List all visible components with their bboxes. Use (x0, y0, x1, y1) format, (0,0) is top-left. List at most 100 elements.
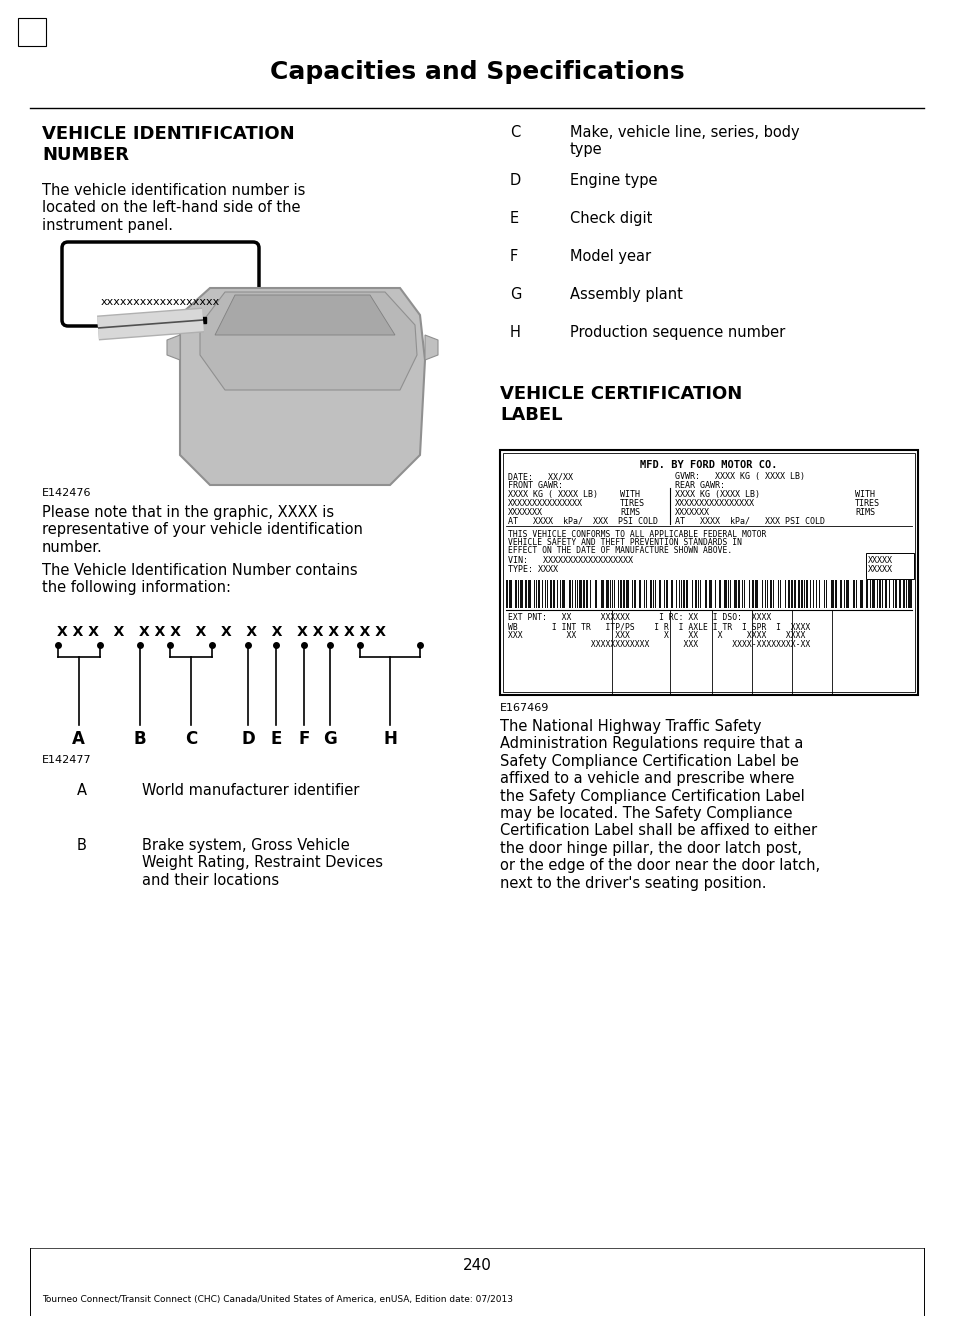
Bar (697, 579, 698, 607)
Bar (654, 579, 655, 607)
Text: F: F (510, 249, 517, 264)
Bar (526, 579, 527, 607)
Bar (700, 579, 704, 607)
Text: TIRES: TIRES (619, 498, 644, 508)
Bar (896, 579, 898, 607)
Bar (848, 579, 852, 607)
Bar (656, 579, 659, 607)
Text: E: E (510, 211, 518, 226)
Bar (584, 579, 585, 607)
Bar (646, 579, 649, 607)
Text: VEHICLE CERTIFICATION
LABEL: VEHICLE CERTIFICATION LABEL (499, 385, 741, 424)
Bar (789, 579, 790, 607)
Bar (531, 579, 534, 607)
Bar (804, 579, 805, 607)
Bar (581, 579, 582, 607)
Text: F: F (298, 730, 310, 748)
Bar (522, 579, 524, 607)
Bar (677, 579, 679, 607)
Text: G: G (323, 730, 336, 748)
Bar (730, 579, 733, 607)
Text: H: H (510, 326, 520, 340)
Polygon shape (200, 292, 416, 389)
Bar (636, 579, 639, 607)
Bar (545, 579, 546, 607)
Bar (841, 579, 843, 607)
Text: The vehicle identification number is
located on the left-hand side of the
instru: The vehicle identification number is loc… (42, 183, 305, 233)
Text: AT   XXXX  kPa/   XXX PSI COLD: AT XXXX kPa/ XXX PSI COLD (675, 517, 824, 526)
Text: XXXX KG ( XXXX LB): XXXX KG ( XXXX LB) (507, 490, 598, 498)
Text: EXT PNT:   XX      XXXXXX      I RC: XX   I DSO:  XXXX: EXT PNT: XX XXXXXX I RC: XX I DSO: XXXX (507, 613, 770, 622)
Bar (597, 579, 600, 607)
Text: XXXXXXXXXXXXXXXX: XXXXXXXXXXXXXXXX (675, 498, 754, 508)
Bar (576, 579, 577, 607)
Bar (867, 579, 869, 607)
Bar (571, 579, 572, 607)
Text: MFD. BY FORD MOTOR CO.: MFD. BY FORD MOTOR CO. (639, 460, 777, 470)
Text: The Vehicle Identification Number contains
the following information:: The Vehicle Identification Number contai… (42, 563, 357, 595)
Text: Assembly plant: Assembly plant (569, 287, 682, 302)
Text: B: B (133, 730, 146, 748)
Bar (644, 579, 645, 607)
Text: C: C (185, 730, 197, 748)
Text: A: A (77, 783, 87, 797)
Bar (573, 579, 575, 607)
Text: Production sequence number: Production sequence number (569, 326, 784, 340)
Bar (792, 579, 793, 607)
Text: XXXXX: XXXXX (867, 556, 892, 565)
Text: REAR GAWR:: REAR GAWR: (675, 481, 724, 490)
Text: The National Highway Traffic Safety
Administration Regulations require that a
Sa: The National Highway Traffic Safety Admi… (499, 719, 820, 890)
Bar (699, 579, 700, 607)
Text: XXXXXXX: XXXXXXX (507, 508, 542, 517)
Bar (862, 579, 865, 607)
Bar (535, 579, 536, 607)
Bar (628, 579, 631, 607)
Bar (870, 579, 871, 607)
Text: RIMS: RIMS (854, 508, 874, 517)
Bar (880, 579, 882, 607)
Text: Please note that in the graphic, XXXX is
representative of your vehicle identifi: Please note that in the graphic, XXXX is… (42, 505, 362, 554)
Bar (773, 579, 778, 607)
Bar (505, 579, 911, 607)
Text: XXX         XX        XXX       X    XX    X     XXXX    XXXX: XXX XX XXX X XX X XXXX XXXX (507, 631, 804, 641)
Bar (555, 579, 557, 607)
Bar (749, 579, 751, 607)
Text: XXXXXXX: XXXXXXX (675, 508, 709, 517)
Text: B: B (77, 839, 87, 853)
Bar (824, 579, 825, 607)
Polygon shape (424, 335, 437, 360)
Bar (608, 579, 609, 607)
Text: 240: 240 (462, 1259, 491, 1273)
Text: D: D (510, 173, 520, 187)
Text: E: E (270, 730, 281, 748)
Bar (726, 579, 727, 607)
Bar (900, 579, 902, 607)
Text: VIN:   XXXXXXXXXXXXXXXXXX: VIN: XXXXXXXXXXXXXXXXXX (507, 556, 633, 565)
Text: XXXX KG (XXXX LB): XXXX KG (XXXX LB) (675, 490, 760, 498)
Bar (740, 579, 741, 607)
Bar (640, 579, 643, 607)
Bar (542, 579, 544, 607)
Text: THIS VEHICLE CONFORMS TO ALL APPLICABLE FEDERAL MOTOR: THIS VEHICLE CONFORMS TO ALL APPLICABLE … (507, 530, 765, 540)
FancyBboxPatch shape (62, 242, 258, 326)
Bar (742, 579, 743, 607)
Bar (547, 579, 550, 607)
Bar (667, 579, 670, 607)
Text: EFFECT ON THE DATE OF MANUFACTURE SHOWN ABOVE.: EFFECT ON THE DATE OF MANUFACTURE SHOWN … (507, 546, 732, 556)
Bar (590, 579, 595, 607)
Bar (826, 579, 830, 607)
Bar (651, 579, 652, 607)
Text: AT   XXXX  kPa/  XXX  PSI COLD: AT XXXX kPa/ XXX PSI COLD (507, 517, 658, 526)
Bar (816, 579, 818, 607)
Text: VEHICLE IDENTIFICATION
NUMBER: VEHICLE IDENTIFICATION NUMBER (42, 125, 294, 163)
Bar (560, 579, 561, 607)
Bar (610, 579, 612, 607)
Bar (904, 579, 905, 607)
Text: Make, vehicle line, series, body
type: Make, vehicle line, series, body type (569, 125, 799, 157)
Bar (552, 579, 553, 607)
Polygon shape (214, 295, 395, 335)
Bar (854, 579, 855, 607)
Bar (679, 579, 680, 607)
Bar (889, 579, 892, 607)
Bar (615, 579, 618, 607)
